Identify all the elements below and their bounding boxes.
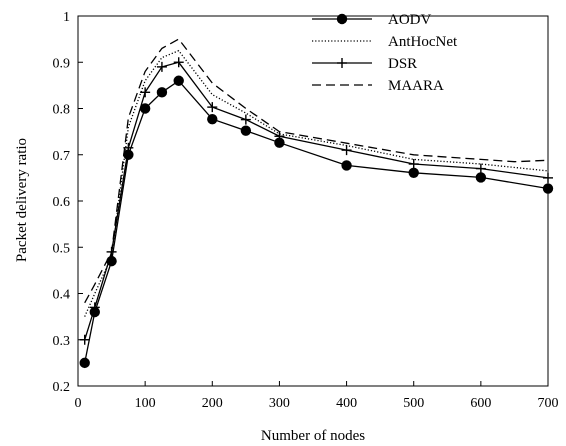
series-anthocnet [84, 49, 549, 317]
x-tick-label: 500 [403, 396, 424, 411]
data-point [337, 58, 347, 68]
x-axis-title: Number of nodes [261, 428, 365, 444]
data-point [79, 334, 90, 345]
data-point [173, 57, 184, 68]
y-tick-label: 0.5 [53, 241, 71, 256]
data-point [207, 102, 218, 113]
data-point [240, 114, 251, 125]
data-point [341, 145, 352, 156]
x-tick-label: 0 [75, 396, 82, 411]
series-aodv [79, 75, 554, 369]
axes: 0 100 200 300 400 500 600 700 0.2 0.3 0.4 0.5 0.6 0.7… [53, 10, 559, 411]
data-point [139, 103, 151, 114]
x-tick-label: 700 [538, 396, 559, 411]
data-point [274, 137, 285, 148]
data-point [207, 113, 218, 125]
series-line [84, 49, 549, 317]
data-point [475, 172, 487, 183]
y-tick-label: 0.9 [53, 56, 71, 71]
legend-label: DSR [388, 56, 417, 72]
data-point [542, 183, 554, 194]
data-point [79, 357, 90, 369]
legend: AODV AntHocNet DSR MAARA [312, 12, 458, 94]
data-point [89, 302, 100, 313]
y-tick-label: 0.3 [53, 334, 71, 349]
data-point [140, 87, 151, 98]
y-tick-label: 0.8 [53, 103, 71, 118]
data-point [274, 131, 285, 142]
series-line [84, 38, 549, 304]
data-point [173, 75, 184, 86]
y-tick-label: 1 [63, 10, 70, 25]
legend-label: AntHocNet [388, 34, 458, 50]
series-line [84, 61, 549, 340]
data-point [336, 13, 348, 25]
y-tick-label: 0.2 [53, 380, 71, 395]
y-tick-label: 0.4 [53, 288, 71, 303]
series-layer [79, 38, 554, 369]
legend-item-aodv: AODV [312, 12, 431, 28]
legend-label: MAARA [388, 78, 444, 94]
plot-frame [77, 15, 549, 387]
data-point [475, 163, 486, 174]
data-point [156, 61, 167, 72]
legend-item-anthocnet: AntHocNet [312, 34, 458, 50]
x-tick-label: 300 [269, 396, 290, 411]
legend-item-maara: MAARA [312, 78, 444, 94]
y-tick-label: 0.6 [53, 195, 71, 210]
data-point [156, 87, 168, 98]
plot-border [77, 15, 549, 387]
x-tick-label: 100 [135, 396, 156, 411]
x-tick-label: 400 [336, 396, 357, 411]
series-dsr [79, 57, 553, 345]
series-maara [84, 38, 549, 304]
data-point [341, 160, 352, 171]
legend-label: AODV [388, 12, 431, 28]
data-point [123, 149, 134, 160]
x-tick-label: 600 [470, 396, 491, 411]
data-point [408, 167, 419, 178]
y-axis-title: Packet delivery ratio [14, 138, 30, 262]
data-point [240, 125, 252, 136]
x-tick-label: 200 [202, 396, 223, 411]
legend-item-dsr: DSR [312, 56, 417, 72]
y-tick-label: 0.7 [53, 149, 71, 164]
data-point [543, 172, 553, 183]
series-line [84, 79, 549, 364]
data-point [408, 159, 419, 169]
